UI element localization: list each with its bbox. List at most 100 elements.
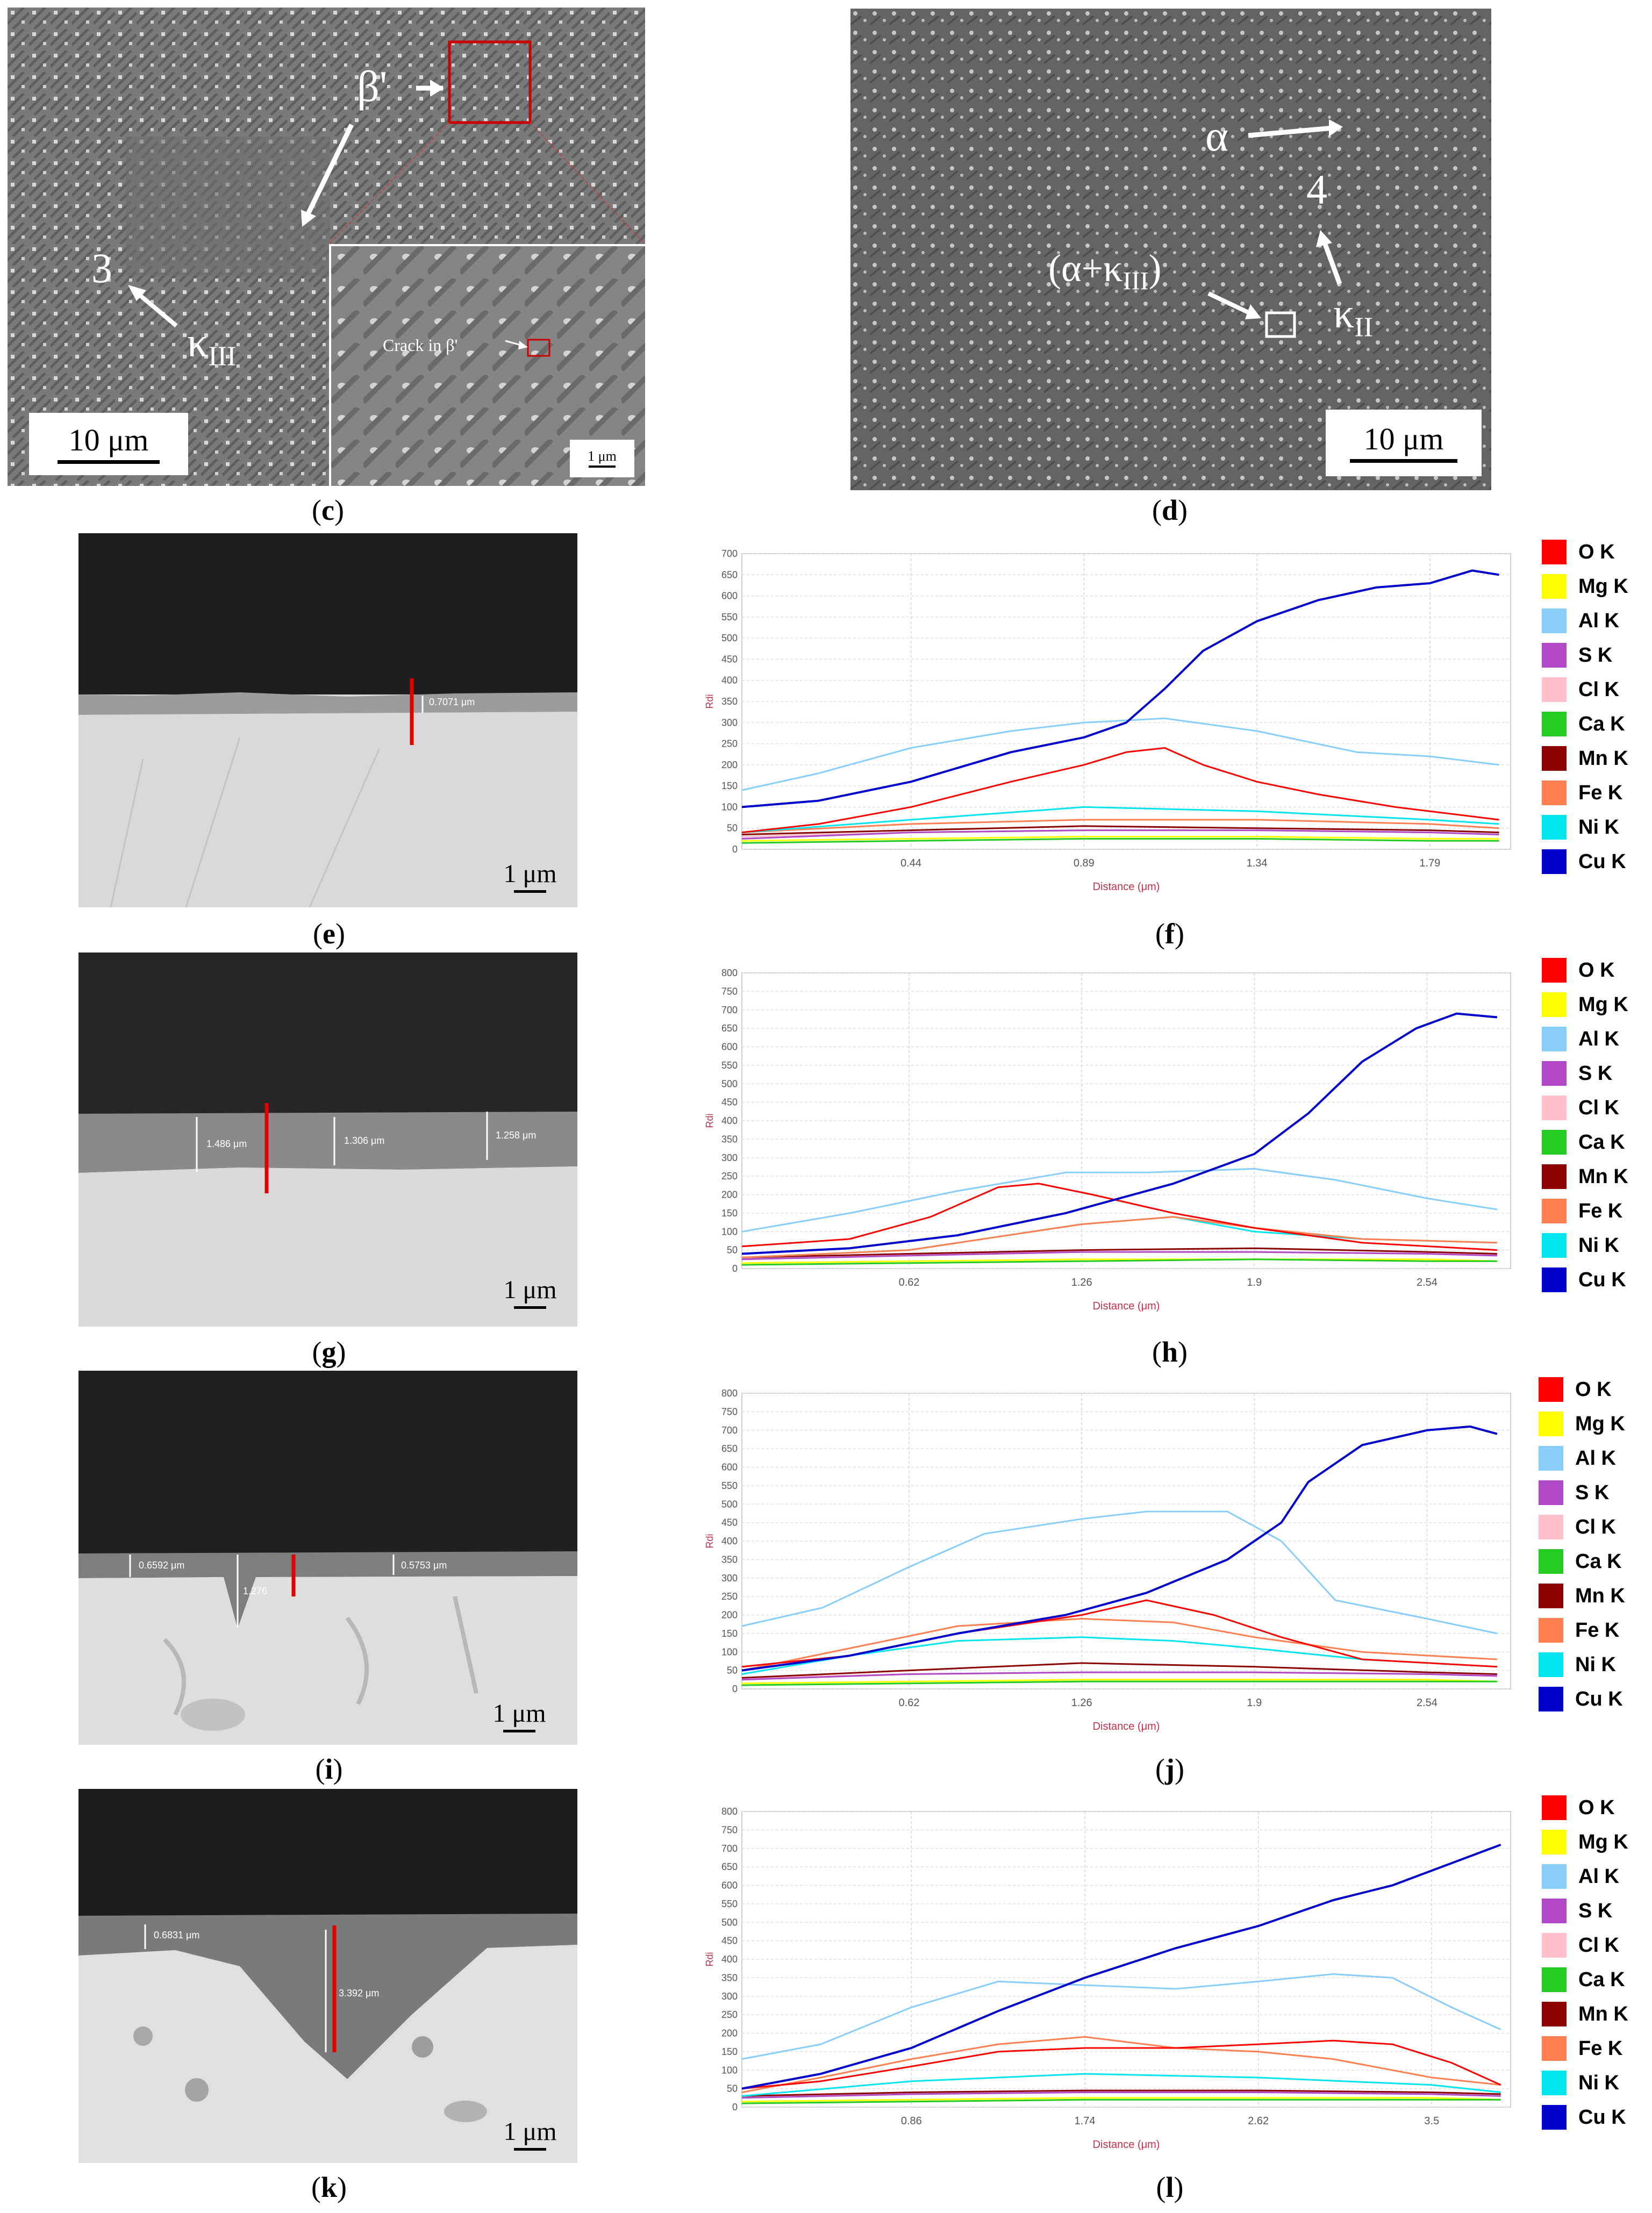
legend-item: Al K [1542,1027,1619,1051]
x-tick-label: 2.54 [1417,1277,1438,1288]
legend-swatch [1539,1584,1563,1608]
inset-scale-line [589,465,616,468]
y-tick-label: 300 [721,1991,738,2002]
series-line-fek [741,2036,1501,2093]
caption-i: (i) [315,1753,343,1785]
measure-g-1: 1.486 μm [206,1138,247,1149]
y-tick-label: 450 [721,654,738,664]
series-line-nik [741,2073,1501,2097]
legend-swatch [1542,1267,1567,1292]
sem-image-c: Crack in β' 1 μm β' 3 κIII 10 μm [8,8,645,486]
series-line-nik [741,1636,1497,1675]
series-line-sk [741,1671,1497,1681]
legend-swatch [1542,2071,1567,2095]
y-tick-label: 500 [721,1499,738,1509]
legend-swatch [1542,540,1567,564]
legend-label: Mg K [1578,1830,1628,1853]
legend-swatch [1539,1377,1563,1402]
y-tick-label: 800 [721,1806,738,1817]
legend-swatch [1539,1446,1563,1471]
scale-bar-g: 1 μm [498,1277,562,1309]
legend-label: Al K [1578,1865,1619,1888]
y-tick-label: 550 [721,612,738,622]
caption-h: (h) [1152,1336,1188,1368]
legend-item: Ni K [1542,815,1619,840]
legend-swatch [1542,2105,1567,2130]
y-tick-label: 0 [732,844,738,855]
scale-bar-k: 1 μm [498,2119,562,2151]
x-tick-label: 0.86 [901,2115,922,2127]
series-line-cak [741,2099,1501,2104]
measure-k-1: 0.6831 μm [154,1930,200,1940]
legend-item: Mn K [1542,746,1628,771]
legend-item: Fe K [1542,2036,1622,2061]
caption-k: (k) [311,2171,347,2203]
scale-line-c [58,460,160,464]
label-alpha-kappa-iii: (α+κIII) [1048,247,1162,296]
y-tick-label: 500 [721,1078,738,1089]
series-line-sk [741,1251,1497,1261]
legend-label: Mn K [1578,747,1628,770]
series-line-ok [741,2039,1501,2090]
y-tick-label: 550 [721,1060,738,1071]
legend-item: O K [1542,540,1615,564]
legend-swatch [1542,1899,1567,1923]
legend-item: Fe K [1542,780,1622,805]
x-tick-label: 0.62 [899,1277,920,1288]
sem-image-g: 1.486 μm 1.306 μm 1.258 μm 1 μm [78,952,577,1327]
series-line-nik [741,806,1499,834]
legend-item: Cl K [1542,677,1619,702]
legend-item: Cl K [1539,1515,1616,1539]
y-tick-label: 800 [721,968,738,978]
x-tick-label: 1.26 [1071,1277,1092,1288]
y-tick-label: 600 [721,591,738,601]
legend-item: S K [1539,1480,1609,1505]
legend-item: Cu K [1542,849,1626,874]
y-tick-label: 100 [721,801,738,812]
measure-i-3: 0.5753 μm [401,1560,447,1571]
legend-label: S K [1575,1481,1610,1504]
series-line-alk [741,1168,1498,1233]
legend-label: Cl K [1578,1933,1619,1957]
y-tick-label: 450 [721,1097,738,1108]
linescan-chart-f: 0 50 100 150 200 250 300 350 400 450 500 550 600 650 7… [699,543,1521,898]
legend-label: O K [1578,958,1615,982]
chart-svg: 0 50 100 150 200 250 300 350 400 450 500 550 600 650 7… [704,968,1511,1312]
x-tick-label: 3.5 [1424,2115,1439,2127]
series-line-cuk [741,569,1499,808]
legend-swatch [1539,1652,1563,1677]
legend-label: Ca K [1578,712,1625,735]
y-tick-label: 800 [721,1388,738,1399]
series-line-cuk [741,1844,1501,2090]
y-tick-label: 500 [721,1917,738,1928]
legend-swatch [1542,1199,1567,1223]
chart-svg: 0 50 100 150 200 250 300 350 400 450 500 550 600 650 7… [704,1388,1511,1732]
x-tick-label: 0.89 [1074,857,1095,869]
series-line-fek [741,819,1499,834]
x-tick-label: 0.62 [899,1697,920,1709]
x-axis-label: Distance (μm) [1093,2139,1160,2151]
y-tick-label: 450 [721,1517,738,1528]
y-tick-label: 200 [721,1610,738,1621]
y-tick-label: 650 [721,569,738,580]
chart-svg: 0 50 100 150 200 250 300 350 400 450 500 550 600 650 7… [704,548,1511,893]
sem-image-d: α 4 κII (α+κIII) 10 μm [850,9,1491,490]
legend-swatch [1542,677,1567,702]
caption-f: (f) [1155,918,1184,950]
legend-swatch [1542,815,1567,840]
legend-item: Cl K [1542,1095,1619,1120]
legend-swatch [1542,1027,1567,1051]
measure-k-2: 3.392 μm [339,1988,380,1999]
y-tick-label: 400 [721,675,738,686]
legend-label: Mn K [1578,1165,1628,1188]
y-tick-label: 350 [721,696,738,707]
legend-swatch [1539,1412,1563,1436]
scale-line-g [514,1306,546,1309]
y-tick-label: 300 [721,717,738,728]
y-tick-label: 100 [721,1226,738,1237]
series-line-alk [741,1973,1501,2060]
legend-swatch [1542,1095,1567,1120]
y-tick-label: 200 [721,1190,738,1200]
y-tick-label: 700 [721,1425,738,1436]
y-tick-label: 450 [721,1936,738,1946]
